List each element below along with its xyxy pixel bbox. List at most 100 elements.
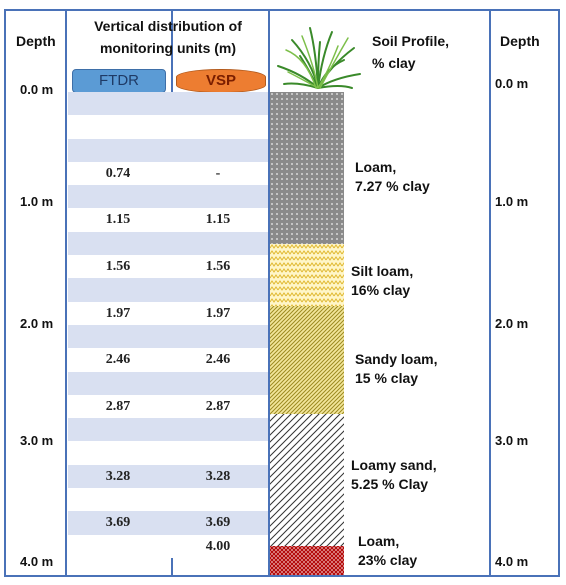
depth-label-right: 0.0 m xyxy=(495,76,529,91)
table-row xyxy=(68,138,268,162)
monitoring-depth-table: 0.74 - 1.15 1.15 1.56 1.56 1.97 1.97 2.46 2.46 2.8… xyxy=(68,92,268,558)
divider-depth-right xyxy=(489,9,491,577)
table-row xyxy=(68,488,268,512)
table-row: 3.69 3.69 xyxy=(68,511,268,535)
ftdr-depth-cell xyxy=(68,418,168,441)
ftdr-depth-cell: 3.28 xyxy=(105,468,131,484)
vsp-depth-cell: 2.87 xyxy=(205,398,231,414)
grass-icon xyxy=(277,27,361,89)
depth-label-left: 0.0 m xyxy=(20,82,54,97)
soil-name: Loam, xyxy=(355,159,397,175)
ftdr-depth-cell xyxy=(68,441,168,464)
soil-name: Silt loam, xyxy=(351,263,414,279)
divider-depth-left xyxy=(65,9,67,577)
vsp-depth-cell: 4.00 xyxy=(205,538,231,554)
soil-name: Sandy loam, xyxy=(355,351,438,367)
table-row xyxy=(68,231,268,256)
depth-label-left: 2.0 m xyxy=(20,316,54,331)
soil-layer-loam-bottom xyxy=(270,546,344,575)
table-row xyxy=(68,185,268,209)
diagram-frame xyxy=(4,9,560,577)
table-row xyxy=(68,324,268,349)
vsp-depth-cell xyxy=(168,139,268,162)
soil-label-sandy-loam: Sandy loam, 15 % clay xyxy=(355,350,437,388)
vsp-depth-cell xyxy=(168,115,268,138)
table-row xyxy=(68,441,268,465)
soil-label-silt-loam: Silt loam, 16% clay xyxy=(351,262,413,300)
vsp-depth-cell xyxy=(168,325,268,348)
soil-layer-sandy-loam xyxy=(270,306,344,414)
vsp-depth-cell xyxy=(168,278,268,301)
ftdr-unit-label: FTDR xyxy=(72,69,166,93)
soil-name: Loam, xyxy=(358,533,400,549)
soil-clay: 23% clay xyxy=(358,552,418,568)
table-row: 1.97 1.97 xyxy=(68,301,268,325)
depth-label-right: 4.0 m xyxy=(495,554,529,569)
soil-label-loam: Loam, 7.27 % clay xyxy=(355,158,430,196)
ftdr-depth-cell xyxy=(68,115,168,138)
ftdr-depth-cell: 1.97 xyxy=(105,305,131,321)
vsp-depth-cell: 1.15 xyxy=(205,212,231,228)
depth-label-right: 1.0 m xyxy=(495,194,529,209)
soil-title-line1: Soil Profile, xyxy=(372,33,450,49)
depth-label-right: 3.0 m xyxy=(495,433,529,448)
depth-label-left: 4.0 m xyxy=(20,554,54,569)
vsp-depth-cell xyxy=(168,418,268,441)
ftdr-depth-cell: 0.74 xyxy=(105,165,131,181)
vsp-depth-cell xyxy=(168,92,268,115)
units-title-line2: monitoring units (m) xyxy=(99,40,237,56)
soil-clay: 15 % clay xyxy=(355,370,419,386)
vsp-depth-cell xyxy=(168,185,268,208)
table-row xyxy=(68,92,268,116)
vsp-depth-cell: 3.69 xyxy=(205,515,231,531)
ftdr-depth-cell: 3.69 xyxy=(105,515,131,531)
depth-header-right: Depth xyxy=(500,33,540,49)
table-row: 2.46 2.46 xyxy=(68,348,268,372)
soil-clay: 7.27 % clay xyxy=(355,178,430,194)
units-title-line1: Vertical distribution of xyxy=(94,18,242,34)
ftdr-depth-cell xyxy=(68,139,168,162)
depth-header-left: Depth xyxy=(16,33,56,49)
vsp-depth-cell xyxy=(168,372,268,395)
soil-clay: 16% clay xyxy=(351,282,411,298)
vsp-depth-cell: 1.56 xyxy=(205,259,231,275)
table-row: 3.28 3.28 xyxy=(68,464,268,489)
table-row: 1.15 1.15 xyxy=(68,208,268,232)
ftdr-depth-cell: 1.15 xyxy=(105,212,131,228)
ftdr-depth-cell: 1.56 xyxy=(105,259,131,275)
ftdr-depth-cell xyxy=(68,535,168,558)
vsp-depth-cell: - xyxy=(215,165,221,181)
table-row xyxy=(68,278,268,302)
soil-layer-loamy-sand xyxy=(270,414,344,546)
vsp-depth-cell: 3.28 xyxy=(205,468,231,484)
table-row: 2.87 2.87 xyxy=(68,394,268,419)
depth-label-left: 3.0 m xyxy=(20,433,54,448)
table-row: 4.00 xyxy=(68,534,268,558)
depth-label-right: 2.0 m xyxy=(495,316,529,331)
ftdr-depth-cell xyxy=(68,325,168,348)
table-row: 0.74 - xyxy=(68,161,268,186)
divider-soil xyxy=(268,9,270,577)
vsp-unit-label: VSP xyxy=(176,69,266,93)
soil-clay: 5.25 % Clay xyxy=(351,476,429,492)
table-row xyxy=(68,371,268,395)
soil-label-loam-bottom: Loam, 23% clay xyxy=(358,532,417,570)
vsp-depth-cell: 1.97 xyxy=(205,305,231,321)
ftdr-depth-cell: 2.87 xyxy=(105,398,131,414)
vsp-depth-cell xyxy=(168,441,268,464)
ftdr-depth-cell xyxy=(68,232,168,255)
ftdr-depth-cell xyxy=(68,488,168,511)
table-row: 1.56 1.56 xyxy=(68,255,268,279)
table-row xyxy=(68,115,268,139)
vsp-depth-cell: 2.46 xyxy=(205,352,231,368)
soil-name: Loamy sand, xyxy=(351,457,437,473)
ftdr-depth-cell xyxy=(68,372,168,395)
vsp-depth-cell xyxy=(168,488,268,511)
ftdr-depth-cell xyxy=(68,185,168,208)
vsp-depth-cell xyxy=(168,232,268,255)
depth-label-left: 1.0 m xyxy=(20,194,54,209)
ftdr-depth-cell xyxy=(68,92,168,115)
ftdr-depth-cell xyxy=(68,278,168,301)
soil-title-line2: % clay xyxy=(372,55,416,71)
soil-label-loamy-sand: Loamy sand, 5.25 % Clay xyxy=(351,456,437,494)
